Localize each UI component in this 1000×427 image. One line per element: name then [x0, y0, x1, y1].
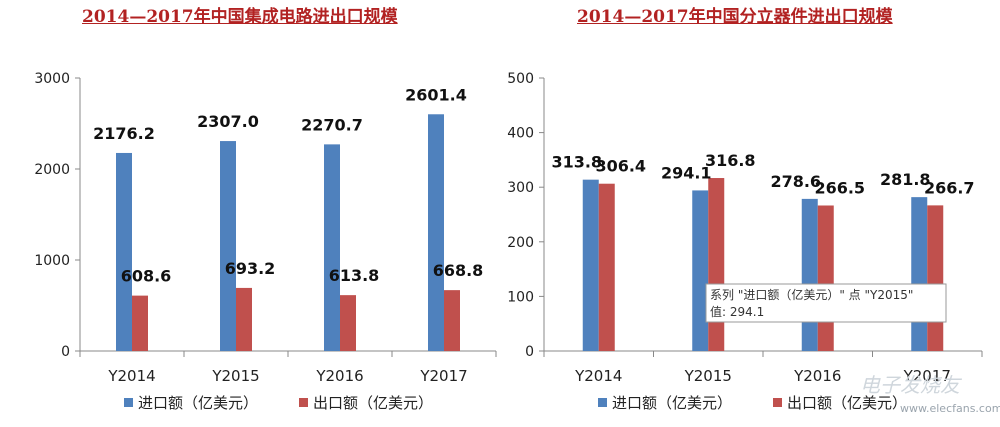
discrete-data-label-export: 266.5 [814, 178, 865, 197]
ic-bar-export [340, 295, 356, 351]
discrete-data-label-import: 278.6 [770, 172, 821, 191]
ic-bar-export [132, 295, 148, 351]
discrete-legend-label-import: 进口额（亿美元） [612, 394, 732, 412]
discrete-bar-import [692, 190, 709, 351]
discrete-y-tick-label: 100 [507, 289, 534, 305]
chart-title-ic: 2014—2017年中国集成电路进出口规模 [82, 7, 398, 27]
discrete-bar-export [817, 205, 834, 351]
discrete-bar-import [801, 198, 818, 351]
discrete-y-tick-label: 0 [525, 344, 534, 360]
discrete-data-label-export: 306.4 [595, 157, 646, 176]
discrete-category-label: Y2017 [903, 367, 951, 385]
discrete-data-label-export: 316.8 [705, 151, 756, 170]
discrete-bar-export [598, 183, 615, 351]
tooltip-value-line: 值: 294.1 [710, 304, 764, 319]
ic-category-label: Y2015 [211, 367, 259, 385]
ic-category-label: Y2016 [315, 367, 363, 385]
ic-data-label-import: 2270.7 [301, 115, 363, 134]
ic-bar-export [236, 287, 252, 351]
discrete-legend-swatch-import [598, 398, 607, 407]
ic-legend-swatch-export [299, 398, 308, 407]
ic-data-label-export: 613.8 [329, 266, 380, 285]
discrete-category-label: Y2015 [684, 367, 732, 385]
ic-bar-import [220, 141, 236, 351]
discrete-bar-import [911, 197, 928, 351]
discrete-data-label-export: 266.7 [924, 178, 975, 197]
ic-y-tick-label: 3000 [34, 71, 70, 87]
watermark-logo-text: 电子发烧友 [860, 373, 963, 397]
discrete-legend-swatch-export [773, 398, 782, 407]
tooltip-series-line: 系列 "进口额（亿美元）" 点 "Y2015" [710, 287, 913, 302]
discrete-y-tick-label: 300 [507, 180, 534, 196]
tooltip-box [705, 283, 947, 323]
ic-category-label: Y2014 [107, 367, 155, 385]
discrete-bar-export [708, 178, 725, 351]
ic-data-label-import: 2176.2 [93, 124, 155, 143]
ic-y-tick-label: 2000 [34, 162, 70, 178]
discrete-category-label: Y2014 [574, 367, 622, 385]
ic-legend-label-import: 进口额（亿美元） [138, 394, 258, 412]
watermark-url: www.elecfans.com [900, 402, 1000, 415]
chart-title-discrete: 2014—2017年中国分立器件进出口规模 [577, 7, 893, 27]
ic-data-label-export: 693.2 [225, 259, 276, 278]
discrete-y-tick-label: 200 [507, 235, 534, 251]
discrete-data-label-import: 294.1 [661, 163, 712, 182]
discrete-bar-import [582, 179, 599, 351]
discrete-category-label: Y2016 [793, 367, 841, 385]
ic-data-label-export: 608.6 [121, 267, 172, 286]
ic-data-label-import: 2307.0 [197, 112, 259, 131]
discrete-bar-export [927, 205, 944, 351]
ic-bar-export [444, 290, 460, 351]
ic-y-tick-label: 1000 [34, 253, 70, 269]
discrete-data-label-import: 313.8 [551, 153, 602, 172]
ic-legend-swatch-import [124, 398, 133, 407]
ic-data-label-export: 668.8 [433, 261, 484, 280]
discrete-legend-label-export: 出口额（亿美元） [787, 394, 907, 412]
ic-y-tick-label: 0 [61, 344, 70, 360]
ic-data-label-import: 2601.4 [405, 85, 467, 104]
ic-bar-import [324, 144, 340, 351]
ic-category-label: Y2017 [419, 367, 467, 385]
discrete-y-tick-label: 500 [507, 71, 534, 87]
ic-legend-label-export: 出口额（亿美元） [313, 394, 433, 412]
ic-bar-import [428, 114, 444, 351]
discrete-data-label-import: 281.8 [880, 170, 931, 189]
ic-bar-import [116, 152, 132, 351]
discrete-y-tick-label: 400 [507, 126, 534, 142]
